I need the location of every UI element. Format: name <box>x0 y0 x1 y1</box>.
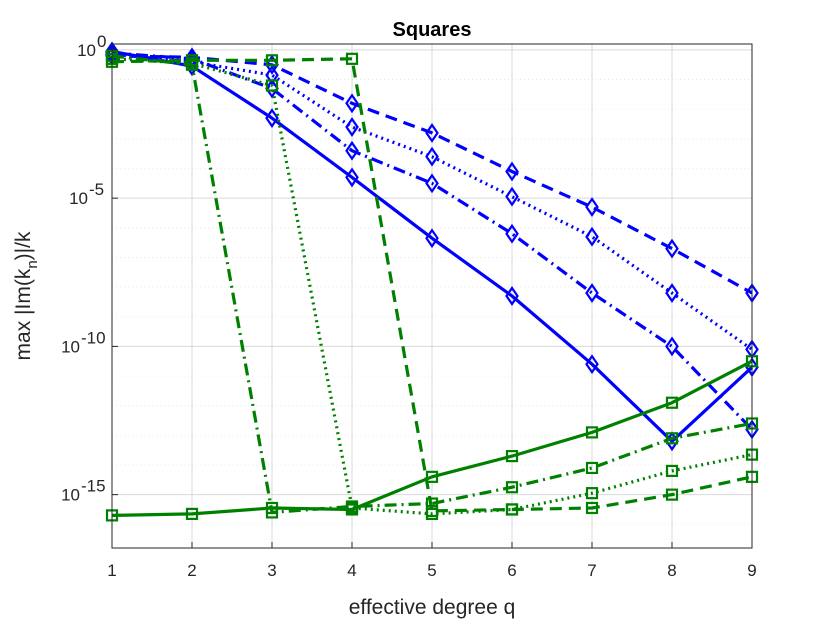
data-point-square <box>585 426 599 439</box>
data-point-diamond <box>665 336 679 357</box>
data-point-diamond <box>425 122 439 143</box>
y-axis-label-tail: )|/k <box>12 231 35 260</box>
series-4 <box>105 355 759 522</box>
data-point-square <box>585 501 599 515</box>
x-tick-label: 4 <box>347 561 356 580</box>
data-point-square <box>265 506 279 519</box>
x-tick-label: 9 <box>747 561 756 580</box>
data-point-square <box>665 464 679 478</box>
y-tick-exponent: 0 <box>97 32 106 51</box>
y-axis-label: max |Im(kn)|/k <box>12 231 41 360</box>
data-point-diamond <box>345 167 359 188</box>
y-axis-label-main: max |Im(k <box>12 268 35 360</box>
y-tick-label: 10 <box>61 337 80 356</box>
data-point-diamond <box>585 283 599 303</box>
data-point-square <box>425 470 439 483</box>
x-tick-label: 2 <box>187 561 196 580</box>
data-point-square <box>345 52 359 65</box>
data-point-diamond <box>505 286 519 306</box>
data-point-diamond <box>665 238 679 259</box>
series-line <box>111 54 753 515</box>
data-point-diamond <box>425 173 439 194</box>
data-point-diamond <box>585 197 599 218</box>
series-line <box>111 51 754 431</box>
data-point-diamond <box>265 65 279 86</box>
data-point-diamond <box>265 54 279 75</box>
data-point-diamond <box>265 108 279 129</box>
data-point-diamond <box>505 161 519 182</box>
x-tick-label: 5 <box>427 561 436 580</box>
data-point-square <box>665 432 679 445</box>
data-point-diamond <box>345 117 359 137</box>
y-tick-exponent: -15 <box>81 477 106 496</box>
y-tick-label: 10 <box>77 41 96 60</box>
series-line <box>111 49 754 443</box>
data-point-diamond <box>505 223 519 244</box>
data-point-diamond <box>345 140 359 161</box>
data-point-square <box>505 481 519 494</box>
y-tick-exponent: -5 <box>89 180 104 199</box>
data-point-square <box>505 503 519 516</box>
data-point-square <box>265 79 279 92</box>
y-tick-label: 10 <box>69 189 88 208</box>
y-tick-label: 10 <box>61 486 80 505</box>
data-point-diamond <box>665 283 679 303</box>
data-point-square <box>265 54 279 67</box>
data-point-square <box>585 487 599 500</box>
series-line <box>111 57 753 516</box>
data-point-diamond <box>425 228 439 249</box>
data-point-square <box>665 396 679 409</box>
data-point-square <box>425 504 439 518</box>
data-point-square <box>585 461 599 475</box>
data-point-square <box>185 507 199 521</box>
y-tick-exponent: -10 <box>81 328 106 347</box>
x-tick-label: 7 <box>587 561 596 580</box>
x-axis-label: effective degree q <box>349 596 516 619</box>
data-point-square <box>505 449 519 463</box>
chart-title: Squares <box>393 19 472 41</box>
data-point-square <box>345 501 359 515</box>
data-point-diamond <box>425 146 439 167</box>
data-point-diamond <box>265 78 279 99</box>
data-point-diamond <box>585 354 599 375</box>
data-point-square <box>185 54 199 67</box>
series-line <box>111 359 753 517</box>
data-point-square <box>665 488 679 501</box>
data-point-diamond <box>505 186 519 207</box>
data-point-diamond <box>345 93 359 114</box>
series-line <box>111 57 753 513</box>
x-tick-label: 8 <box>667 561 676 580</box>
x-tick-label: 3 <box>267 561 276 580</box>
series-line <box>111 52 753 351</box>
x-tick-label: 6 <box>507 561 516 580</box>
y-axis-label-subscript: n <box>24 260 41 268</box>
data-point-diamond <box>585 226 599 247</box>
x-tick-label: 1 <box>107 561 116 580</box>
series-layer <box>105 41 759 522</box>
